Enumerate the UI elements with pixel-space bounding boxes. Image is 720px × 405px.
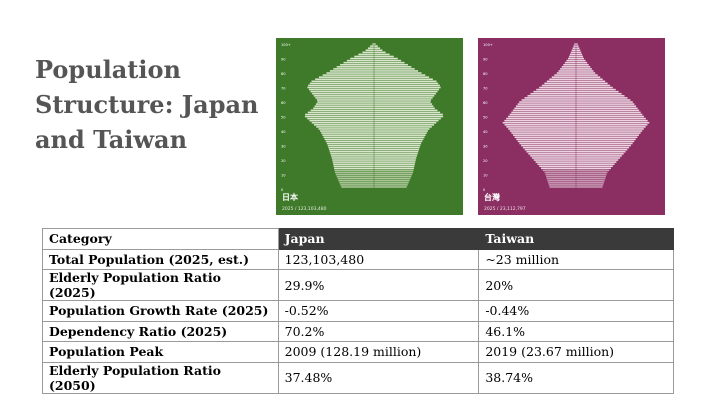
pyramid-age-tick: 70 <box>281 87 286 91</box>
row-taiwan-value: 20% <box>478 269 674 301</box>
row-category: Elderly Population Ratio (2050) <box>42 361 279 394</box>
pyramid-age-tick: 10 <box>281 174 286 178</box>
table-row: Total Population (2025, est.) 123,103,48… <box>42 248 674 270</box>
row-category: Total Population (2025, est.) <box>42 248 279 270</box>
row-category: Dependency Ratio (2025) <box>42 320 279 342</box>
pyramid-age-tick: 50 <box>281 116 286 120</box>
header-taiwan: Taiwan <box>478 228 674 250</box>
pyramid-age-tick: 10 <box>483 174 488 178</box>
row-category: Elderly Population Ratio (2025) <box>42 269 279 301</box>
pyramid-age-tick: 60 <box>281 101 286 105</box>
header-category: Category <box>42 228 279 250</box>
table-row: Dependency Ratio (2025) 70.2% 46.1% <box>42 320 674 342</box>
row-taiwan-value: 2019 (23.67 million) <box>478 341 674 363</box>
pyramid-age-tick: 40 <box>483 130 488 134</box>
japan-pyramid-subtitle: 2025 / 123,103,480 <box>282 207 327 212</box>
table-row: Population Peak 2009 (128.19 million) 20… <box>42 341 674 363</box>
pyramid-age-tick: 30 <box>281 145 286 149</box>
pyramid-age-tick: 20 <box>281 159 286 163</box>
pyramid-age-tick: 0 <box>281 188 284 192</box>
taiwan-pyramid-subtitle: 2025 / 23,112,797 <box>484 207 526 212</box>
table-row: Elderly Population Ratio (2050) 37.48% 3… <box>42 361 674 394</box>
table-row: Elderly Population Ratio (2025) 29.9% 20… <box>42 269 674 301</box>
row-japan-value: 70.2% <box>277 320 480 342</box>
japan-pyramid-label: 日本 <box>282 193 298 202</box>
pyramid-age-tick: 50 <box>483 116 488 120</box>
pyramid-age-tick: 60 <box>483 101 488 105</box>
pyramid-age-tick: 20 <box>483 159 488 163</box>
pyramid-age-tick: 100+ <box>281 43 291 47</box>
pyramid-age-tick: 30 <box>483 145 488 149</box>
row-taiwan-value: 38.74% <box>478 361 674 394</box>
japan-pyramid-graphic: 100+ 90 80 70 60 50 40 30 20 10 0 <box>276 38 463 215</box>
row-taiwan-value: ~23 million <box>478 248 674 270</box>
pyramid-age-tick: 40 <box>281 130 286 134</box>
row-japan-value: 2009 (128.19 million) <box>277 341 480 363</box>
pyramid-age-tick: 70 <box>483 87 488 91</box>
taiwan-pyramid-label: 台灣 <box>484 193 500 202</box>
table-row: Population Growth Rate (2025) -0.52% -0.… <box>42 300 674 322</box>
japan-population-pyramid: 100+ 90 80 70 60 50 40 30 20 10 0 日本 2025 / 123,10… <box>276 38 463 215</box>
row-japan-value: 37.48% <box>277 361 480 394</box>
pyramid-age-tick: 90 <box>281 58 286 62</box>
pyramid-age-tick: 80 <box>281 72 286 76</box>
taiwan-population-pyramid: 100+ 90 80 70 60 50 40 30 20 10 0 台灣 2025 / 23,112… <box>478 38 665 215</box>
row-japan-value: -0.52% <box>277 300 480 322</box>
row-japan-value: 123,103,480 <box>277 248 480 270</box>
comparison-table: Category Japan Taiwan Total Population (… <box>42 228 674 394</box>
pyramid-age-tick: 90 <box>483 58 488 62</box>
pyramid-age-tick: 100+ <box>483 43 493 47</box>
row-category: Population Growth Rate (2025) <box>42 300 279 322</box>
pyramid-age-tick: 0 <box>483 188 486 192</box>
pyramid-age-tick: 80 <box>483 72 488 76</box>
row-japan-value: 29.9% <box>277 269 480 301</box>
row-taiwan-value: -0.44% <box>478 300 674 322</box>
row-taiwan-value: 46.1% <box>478 320 674 342</box>
slide-title: Population Structure: Japan and Taiwan <box>35 55 259 154</box>
taiwan-pyramid-graphic: 100+ 90 80 70 60 50 40 30 20 10 0 <box>478 38 665 215</box>
header-japan: Japan <box>277 228 480 250</box>
table-header-row: Category Japan Taiwan <box>42 228 674 250</box>
row-category: Population Peak <box>42 341 279 363</box>
